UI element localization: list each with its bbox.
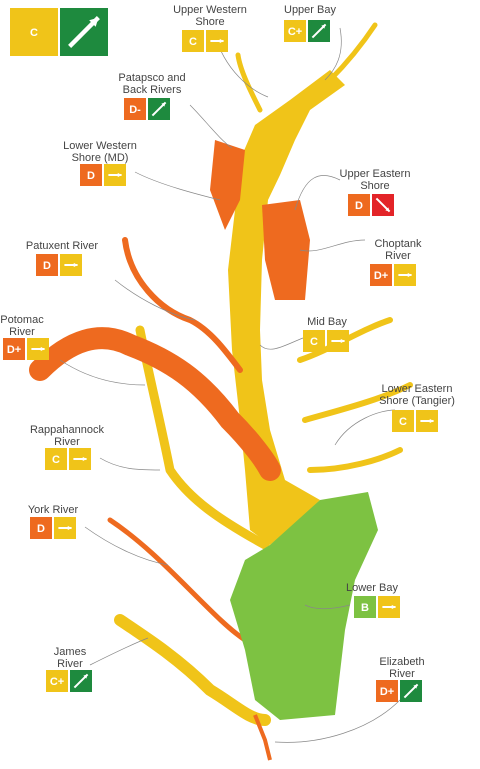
region-name: Shore [360, 180, 389, 192]
grade: D [43, 260, 51, 272]
trend-arrowhead [89, 17, 99, 27]
grade: D+ [374, 270, 388, 282]
region: Lower Bay B [346, 582, 400, 618]
grade-box [376, 680, 398, 702]
grade: D- [129, 104, 141, 116]
region-name: River [54, 436, 80, 448]
grade: C [52, 454, 60, 466]
region-name: Lower Bay [346, 582, 398, 594]
region-name: Lower Western [63, 140, 137, 152]
grade-box [80, 164, 102, 186]
grade: B [361, 602, 369, 614]
grade-box [3, 338, 25, 360]
trend-arrowhead [429, 418, 434, 424]
trend-arrowhead [321, 24, 326, 29]
region-name: Back Rivers [123, 84, 182, 96]
grade: C [399, 416, 407, 428]
grade-box [303, 330, 325, 352]
region-name: Choptank [374, 238, 422, 250]
grade: C [189, 36, 197, 48]
grade-box [392, 410, 414, 432]
trend-arrowhead [391, 604, 396, 610]
region-name: Mid Bay [307, 316, 347, 328]
grade: D [87, 170, 95, 182]
grade: D [37, 523, 45, 535]
trend-arrowhead [407, 272, 412, 278]
grade-box [10, 8, 58, 56]
region-name: Patuxent River [26, 240, 98, 252]
grade: D+ [7, 344, 21, 356]
grade: C [30, 27, 38, 39]
region-name: River [9, 326, 35, 338]
region: Patuxent River D [26, 240, 98, 276]
trend-arrowhead [82, 456, 87, 462]
region-name: River [57, 658, 83, 670]
region-name: Patapsco and [118, 72, 185, 84]
region-name: Shore (Tangier) [379, 395, 455, 407]
region-name: Potomac [0, 314, 44, 326]
region: Upper Bay C+ [284, 4, 336, 42]
overall-grade: C [10, 8, 108, 56]
region-name: Lower Eastern [382, 383, 453, 395]
map-shapes [29, 22, 413, 761]
trend-arrowhead [73, 262, 78, 268]
region-name: Elizabeth [379, 656, 424, 668]
grade: C+ [50, 676, 64, 688]
grade: D+ [380, 686, 394, 698]
region-name: York River [28, 504, 79, 516]
grade-box [182, 30, 204, 52]
region: Mid Bay C [303, 316, 349, 352]
region-name: Shore (MD) [72, 152, 129, 164]
trend-arrowhead [413, 684, 418, 689]
region-name: Upper Eastern [340, 168, 411, 180]
region-name: River [389, 668, 415, 680]
trend-arrowhead [161, 102, 166, 107]
grade-box [46, 670, 68, 692]
grade-box [284, 20, 306, 42]
trend-arrowhead [67, 525, 72, 531]
trend-arrowhead [385, 207, 390, 212]
trend-arrowhead [340, 338, 345, 344]
region-name: Rappahannock [30, 424, 105, 436]
region-name: James [54, 646, 87, 658]
trend-arrowhead [219, 38, 224, 44]
grade-box [370, 264, 392, 286]
region-name: Upper Bay [284, 4, 336, 16]
region-name: Shore [195, 16, 224, 28]
trend-arrowhead [40, 346, 45, 352]
grade-box [348, 194, 370, 216]
grade: C [310, 336, 318, 348]
trend-arrowhead [83, 674, 88, 679]
grade-box [354, 596, 376, 618]
grade-box [45, 448, 67, 470]
grade: D [355, 200, 363, 212]
grade-box [124, 98, 146, 120]
grade-box [30, 517, 52, 539]
grade-box [36, 254, 58, 276]
region-name: River [385, 250, 411, 262]
grade: C+ [288, 26, 302, 38]
trend-arrowhead [117, 172, 122, 178]
leader-lines [59, 27, 401, 743]
region: York River D [28, 504, 79, 539]
region-name: Upper Western [173, 4, 247, 16]
